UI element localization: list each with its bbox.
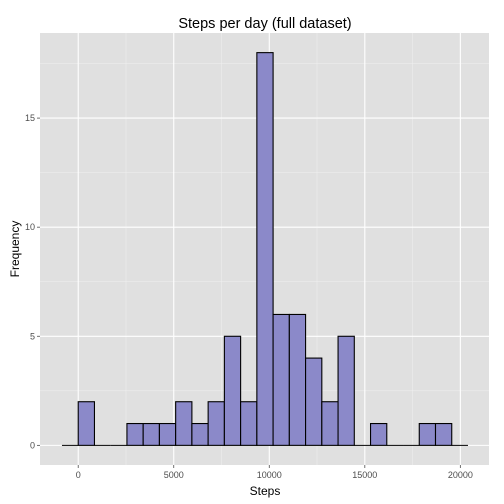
histogram-bar (288, 313, 307, 446)
histogram-bar (434, 422, 453, 446)
x-tick-label: 20000 (448, 470, 473, 480)
y-axis-title: Frequency (8, 221, 22, 278)
histogram-bar (126, 422, 144, 446)
histogram-bar (142, 422, 160, 446)
x-tick-label: 0 (76, 470, 81, 480)
x-tick-label: 15000 (352, 470, 377, 480)
histogram-bar (418, 422, 437, 446)
y-tick-label: 0 (30, 440, 35, 450)
histogram-bar (240, 401, 258, 446)
histogram-bar (223, 335, 242, 446)
histogram-bar (256, 52, 274, 446)
x-tick-label: 10000 (257, 470, 282, 480)
x-axis-ticks: 0 5000 10000 15000 20000 (76, 465, 473, 480)
histogram-bar (272, 313, 290, 446)
histogram-bar (77, 401, 96, 446)
histogram-bar (158, 422, 177, 446)
y-tick-label: 5 (30, 331, 35, 341)
histogram-bar (191, 422, 209, 446)
y-tick-label: 10 (25, 222, 35, 232)
x-axis-title: Steps (250, 484, 281, 498)
histogram-bar (337, 335, 355, 446)
y-tick-label: 15 (25, 113, 35, 123)
histogram-bar (305, 357, 323, 446)
x-tick-label: 5000 (164, 470, 184, 480)
histogram-bar (175, 401, 193, 446)
histogram-bar (207, 401, 225, 446)
histogram-bar (321, 401, 339, 446)
histogram-bar (369, 422, 388, 446)
histogram-bars (61, 52, 468, 446)
y-axis-ticks: 0 5 10 15 (25, 113, 40, 450)
chart-title: Steps per day (full dataset) (178, 16, 351, 32)
